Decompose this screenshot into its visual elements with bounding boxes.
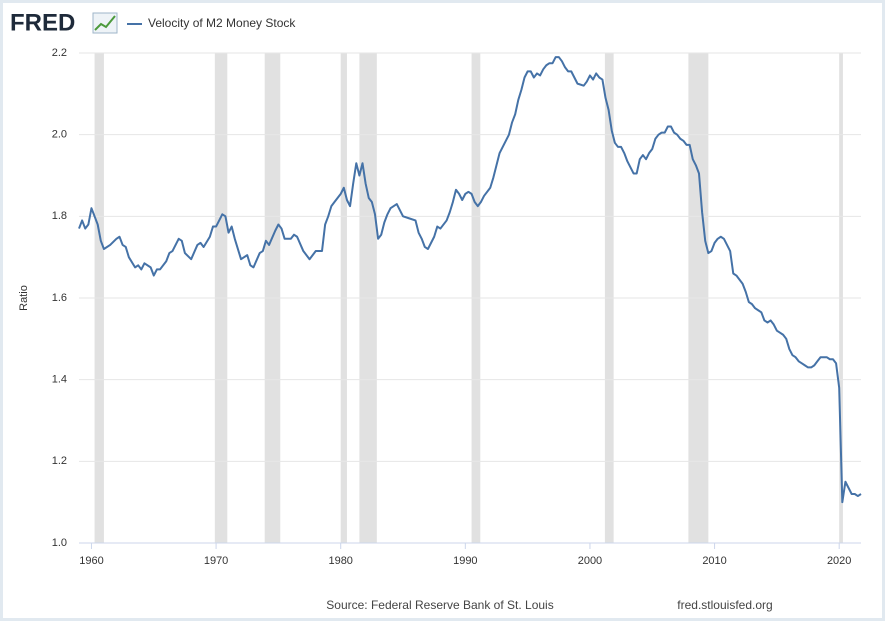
y-tick-label: 1.4	[52, 374, 67, 386]
x-tick-label: 2000	[578, 555, 602, 567]
y-tick-label: 1.0	[52, 537, 67, 549]
x-tick-label: 1970	[204, 555, 228, 567]
legend-label: Velocity of M2 Money Stock	[148, 16, 296, 30]
y-tick-label: 1.6	[52, 292, 67, 304]
x-tick-label: 1990	[453, 555, 477, 567]
y-tick-label: 1.2	[52, 455, 67, 467]
x-tick-label: 1960	[79, 555, 103, 567]
y-tick-label: 2.0	[52, 129, 67, 141]
x-tick-label: 2010	[702, 555, 726, 567]
data-line	[78, 56, 862, 504]
y-tick-label: 2.2	[52, 47, 67, 59]
source: Source: Federal Reserve Bank of St. Loui…	[326, 598, 553, 612]
logo: FRED	[10, 9, 75, 36]
y-axis-label: Ratio	[18, 285, 30, 311]
y-tick-label: 1.8	[52, 210, 67, 222]
url: fred.stlouisfed.org	[677, 598, 772, 612]
x-tick-label: 1980	[328, 555, 352, 567]
x-tick-label: 2020	[827, 555, 851, 567]
logo-icon	[92, 12, 118, 34]
